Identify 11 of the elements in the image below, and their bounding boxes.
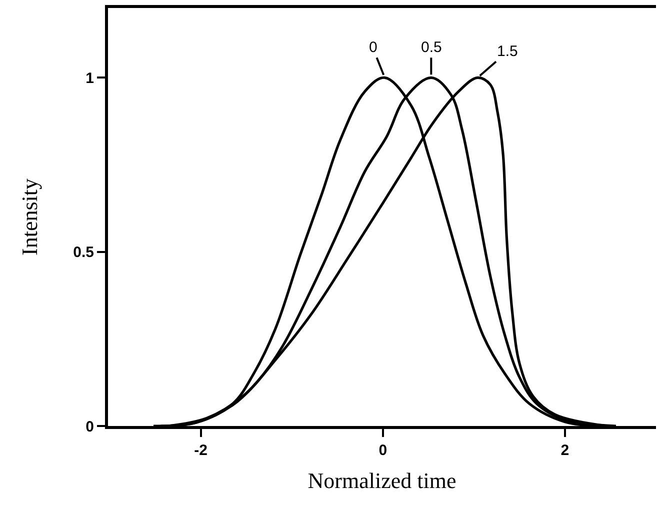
series-label: 1.5 [497, 43, 518, 60]
y-axis-title: Intensity [16, 178, 42, 256]
x-tick-label: 2 [560, 442, 570, 459]
x-axis-title: Normalized time [308, 468, 456, 493]
x-tick-label: 0 [378, 442, 388, 459]
series-label: 0 [369, 39, 378, 56]
y-tick-label: 1 [86, 70, 94, 87]
y-tick-label: 0.5 [73, 244, 94, 262]
y-tick-label: 0 [86, 418, 94, 436]
series-label: 0.5 [421, 39, 442, 56]
x-tick-label: -2 [194, 442, 208, 459]
